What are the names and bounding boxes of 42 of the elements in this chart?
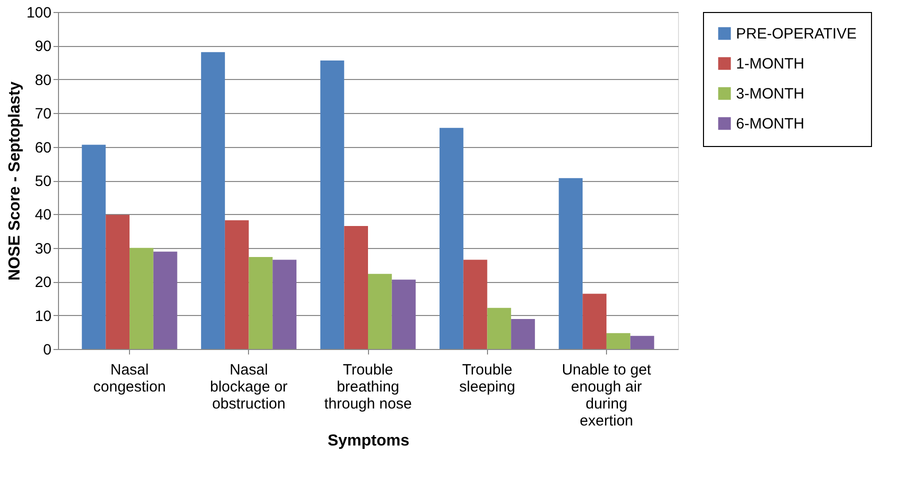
- y-tick-label: 30: [34, 240, 52, 258]
- y-axis-title: NOSE Score - Septoplasty: [6, 81, 24, 281]
- bar: [558, 178, 583, 349]
- bar: [130, 248, 154, 349]
- bar: [272, 260, 296, 349]
- bar: [463, 260, 488, 349]
- x-tick-label: Trouble breathing through nose: [324, 362, 412, 412]
- y-tick-label: 40: [34, 206, 52, 224]
- x-tick-label: Nasal blockage or obstruction: [210, 362, 288, 412]
- bar: [511, 319, 535, 349]
- bar: [82, 144, 106, 349]
- bar: [344, 226, 368, 349]
- x-tick-label: Unable to get enough air during exertion: [562, 362, 652, 430]
- x-tick-label: Trouble sleeping: [459, 362, 516, 396]
- bar: [630, 336, 654, 349]
- bar: [106, 214, 130, 349]
- legend-label: 1-MONTH: [736, 56, 804, 72]
- bar: [582, 294, 606, 349]
- y-tick-label: 50: [34, 173, 52, 190]
- y-tick-label: 90: [34, 38, 52, 56]
- bar: [440, 128, 464, 349]
- bar: [392, 280, 416, 349]
- bar: [153, 252, 178, 349]
- y-tick-label: 70: [34, 106, 52, 123]
- legend-label: PRE-OPERATIVE: [736, 26, 857, 42]
- legend-label: 6-MONTH: [736, 116, 804, 132]
- y-tick-label: 20: [34, 274, 52, 292]
- bar: [201, 52, 225, 349]
- y-tick-label: 0: [43, 342, 52, 358]
- bar: [606, 333, 630, 349]
- x-axis-title: Symptoms: [328, 432, 410, 450]
- y-tick-label: 60: [34, 139, 52, 156]
- y-tick-label: 10: [34, 308, 52, 325]
- legend-label: 3-MONTH: [736, 86, 804, 102]
- y-tick-label: 80: [34, 72, 52, 89]
- bar: [248, 257, 273, 349]
- y-tick-label: 100: [26, 4, 52, 22]
- bar: [368, 274, 392, 349]
- bar: [487, 308, 512, 349]
- x-tick-label: Nasal congestion: [93, 362, 166, 396]
- bar: [224, 220, 249, 349]
- bar: [320, 60, 344, 349]
